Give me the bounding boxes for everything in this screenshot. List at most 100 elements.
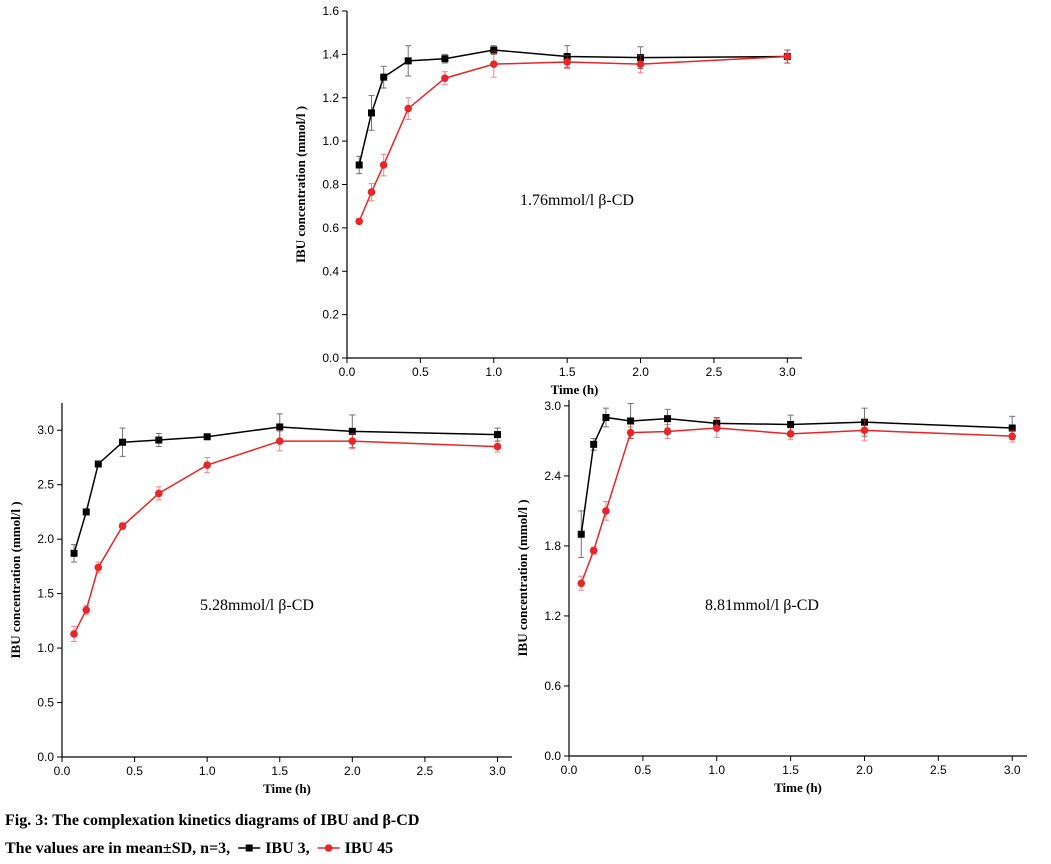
- marker: [441, 55, 449, 63]
- x-tick-label: 2.5: [930, 763, 947, 777]
- x-tick-label: 2.5: [417, 764, 434, 778]
- marker: [577, 579, 586, 588]
- legend-separator: ,: [306, 840, 310, 857]
- marker: [441, 74, 449, 83]
- x-tick-label: 0.5: [126, 764, 143, 778]
- marker: [404, 104, 413, 113]
- annotation: 8.81mmol/l β-CD: [705, 597, 819, 614]
- y-tick-label: 1.2: [544, 609, 561, 623]
- legend-marker: [324, 844, 333, 852]
- y-tick-label: 1.5: [37, 587, 54, 601]
- y-tick-label: 0.6: [544, 679, 561, 693]
- series-line: [358, 49, 788, 166]
- y-tick-label: 0.0: [544, 749, 561, 763]
- annotation: 5.28mmol/l β-CD: [200, 597, 314, 614]
- y-tick-label: 1.6: [322, 4, 339, 18]
- x-tick-label: 1.0: [485, 365, 502, 379]
- marker: [276, 423, 284, 431]
- x-tick-label: 1.5: [271, 764, 288, 778]
- marker: [379, 161, 388, 169]
- marker: [368, 109, 376, 117]
- marker: [367, 188, 376, 196]
- x-tick-label: 3.0: [1004, 763, 1021, 777]
- marker: [404, 57, 412, 65]
- marker: [94, 563, 103, 572]
- marker: [118, 522, 127, 530]
- y-tick-label: 2.4: [544, 469, 561, 483]
- x-tick-label: 2.0: [856, 763, 873, 777]
- marker: [119, 438, 127, 446]
- x-tick-label: 0.0: [54, 764, 71, 778]
- marker: [712, 424, 721, 432]
- x-tick-label: 2.0: [632, 365, 649, 379]
- x-tick-label: 0.0: [339, 365, 356, 379]
- y-tick-label: 0.8: [322, 178, 339, 192]
- marker: [380, 73, 388, 81]
- marker: [355, 217, 363, 226]
- series-line: [73, 426, 498, 554]
- marker: [602, 414, 610, 422]
- x-tick-label: 0.0: [561, 763, 578, 777]
- x-tick-label: 2.5: [706, 365, 723, 379]
- annotation: 1.76mmol/l β-CD: [520, 192, 634, 209]
- marker: [155, 436, 163, 444]
- marker: [787, 421, 795, 429]
- y-tick-label: 3.0: [544, 399, 561, 413]
- marker: [636, 60, 645, 68]
- caption-note: The values are in mean±SD, n=3,: [5, 840, 230, 857]
- marker: [664, 415, 672, 423]
- marker: [589, 546, 598, 555]
- marker: [663, 427, 672, 436]
- x-tick-label: 1.5: [559, 365, 576, 379]
- y-tick-label: 0.0: [37, 750, 54, 764]
- x-tick-label: 1.0: [199, 764, 216, 778]
- y-tick-label: 1.0: [322, 134, 339, 148]
- marker: [563, 58, 571, 66]
- marker: [786, 430, 795, 438]
- x-tick-label: 1.5: [782, 763, 799, 777]
- y-tick-label: 1.8: [544, 539, 561, 553]
- marker: [155, 489, 163, 498]
- x-tick-label: 2.0: [344, 764, 361, 778]
- marker: [860, 426, 869, 435]
- x-tick-label: 0.5: [635, 763, 652, 777]
- y-tick-label: 2.0: [37, 532, 54, 546]
- legend-label: IBU 45: [345, 840, 393, 857]
- marker: [70, 549, 78, 557]
- x-axis-title: Time (h): [263, 781, 311, 796]
- marker: [577, 530, 585, 538]
- marker: [493, 442, 502, 451]
- marker: [94, 460, 102, 468]
- marker: [203, 433, 211, 441]
- marker: [602, 507, 610, 515]
- y-tick-label: 0.5: [37, 696, 54, 710]
- y-tick-label: 3.0: [37, 423, 54, 437]
- marker: [590, 440, 598, 448]
- marker: [203, 461, 211, 469]
- x-axis-title: Time (h): [551, 382, 599, 397]
- marker: [493, 431, 501, 439]
- y-axis-title: IBU concentration (mmol/l ): [515, 499, 530, 656]
- marker: [348, 437, 357, 445]
- y-tick-label: 0.2: [322, 308, 339, 322]
- marker: [1008, 424, 1016, 432]
- marker: [490, 46, 498, 54]
- marker: [70, 630, 78, 638]
- x-tick-label: 1.0: [708, 763, 725, 777]
- marker: [348, 427, 356, 435]
- marker: [489, 60, 498, 68]
- caption-title: Fig. 3: The complexation kinetics diagra…: [5, 812, 419, 829]
- y-tick-label: 2.5: [37, 478, 54, 492]
- legend-marker: [245, 844, 253, 852]
- y-tick-label: 0.4: [322, 264, 339, 278]
- x-tick-label: 3.0: [779, 365, 796, 379]
- marker: [275, 437, 284, 445]
- y-tick-label: 1.0: [37, 641, 54, 655]
- marker: [1008, 432, 1017, 440]
- marker: [783, 52, 792, 61]
- y-tick-label: 1.4: [322, 47, 339, 61]
- marker: [82, 508, 90, 516]
- marker: [82, 606, 91, 614]
- x-tick-label: 3.0: [489, 764, 506, 778]
